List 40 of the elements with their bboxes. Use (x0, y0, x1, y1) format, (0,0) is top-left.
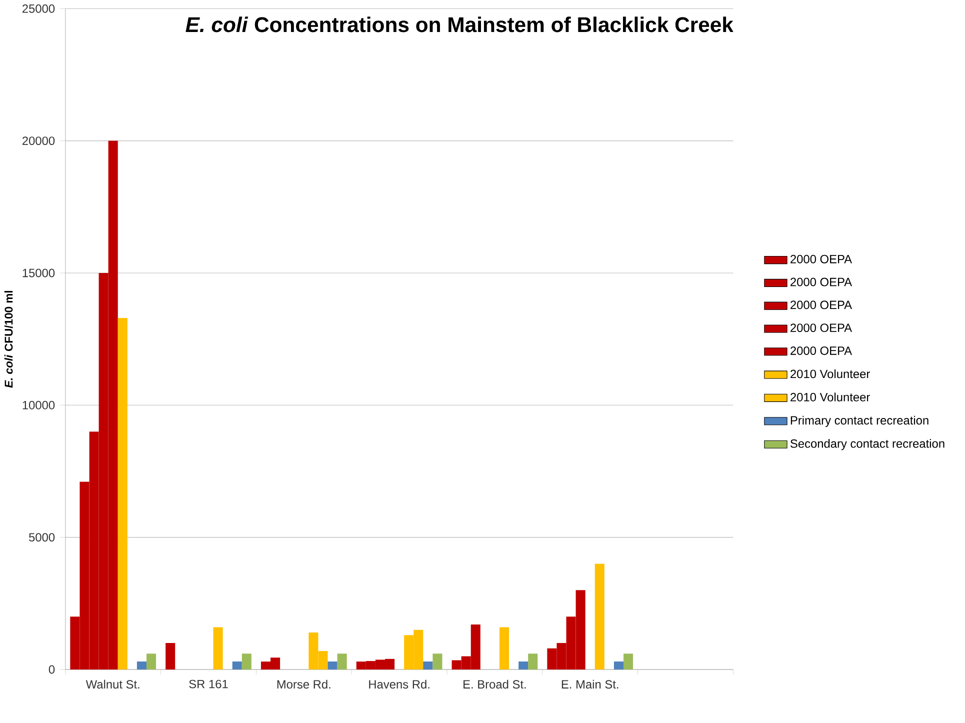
bar (614, 662, 624, 670)
x-tick-label: Walnut St. (86, 680, 140, 689)
x-tick-label: SR 161 (189, 680, 228, 688)
bar (623, 654, 634, 670)
legend-label: 2000 OEPA (790, 300, 852, 310)
bar (528, 654, 538, 670)
y-tick-label: 0 (48, 665, 55, 674)
bar (518, 662, 528, 670)
y-tick-label: 25000 (22, 4, 55, 13)
y-tick-label: 10000 (22, 400, 55, 410)
bar (328, 662, 338, 670)
bar (232, 662, 242, 670)
y-axis-title: E. coli CFU/100 ml (4, 290, 13, 388)
bar (432, 654, 442, 670)
chart-title: E. coli Concentrations on Mainstem of Blacklick Creek (186, 16, 734, 32)
x-tick-label: Havens Rd. (369, 680, 430, 689)
bar (146, 654, 156, 670)
y-tick-label: 5000 (29, 533, 55, 542)
legend-label: 2010 Volunteer (790, 392, 870, 402)
bar (337, 654, 347, 670)
x-tick-label: E. Main St. (562, 680, 618, 689)
bar (499, 627, 510, 670)
y-tick-label: 20000 (22, 136, 55, 146)
legend-label: 2000 OEPA (790, 254, 852, 264)
bar (242, 654, 252, 670)
y-tick-label: 15000 (22, 268, 55, 278)
x-tick-label: E. Broad St. (464, 680, 526, 689)
bar (213, 627, 223, 670)
bar (166, 643, 176, 670)
legend-label: 2000 OEPA (790, 278, 852, 286)
x-tick-label: Morse Rd. (277, 680, 330, 689)
legend-label: Secondary contact recreation (790, 439, 944, 450)
legend-label: 2010 Volunteer (790, 369, 870, 378)
legend-label: 2000 OEPA (790, 346, 852, 355)
legend-label: 2000 OEPA (790, 324, 852, 332)
bar (423, 662, 433, 670)
legend-label: Primary contact recreation (790, 416, 928, 427)
bar (136, 662, 146, 670)
bar (118, 318, 128, 670)
bar (594, 564, 604, 670)
